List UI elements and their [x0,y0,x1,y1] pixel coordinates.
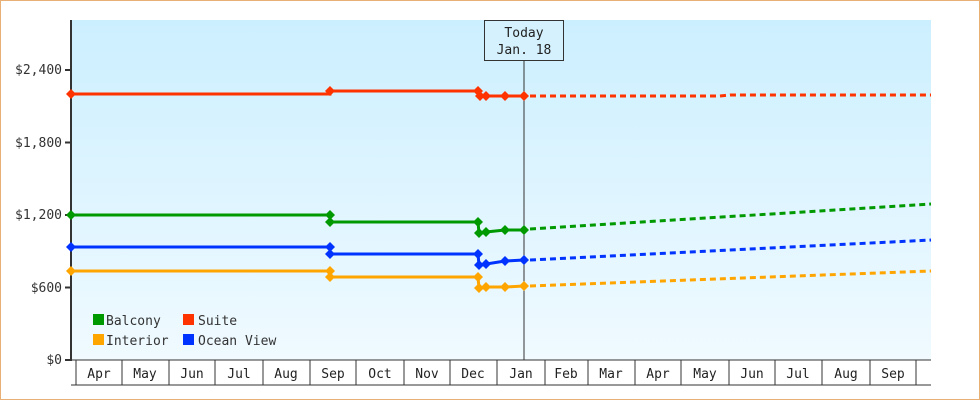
plot-area [71,20,931,360]
x-tick-label: Apr [646,367,670,382]
x-tick-label: Jun [740,367,763,382]
legend: Balcony Suite Interior Ocean View [93,314,276,349]
legend-item-interior[interactable]: Interior [93,334,169,349]
y-tick-label: $600 [31,281,62,296]
x-tick-label: May [693,367,717,382]
suite-swatch-icon [183,314,194,325]
x-tick-label: Apr [87,367,111,382]
y-ticks: $0 $600 $1,200 $1,800 $2,400 [15,63,71,368]
y-tick-label: $1,800 [15,136,62,151]
x-tick-label: Feb [554,367,578,382]
legend-label: Balcony [106,314,161,329]
series-balcony [66,202,932,238]
ocean-view-swatch-icon [183,334,194,345]
series-suite [66,86,931,101]
x-tick-label: Sep [881,367,905,382]
y-tick-label: $0 [46,353,62,368]
legend-item-suite[interactable]: Suite [183,314,237,329]
x-tick-label: Nov [415,367,439,382]
today-date: Jan. 18 [497,43,552,58]
x-axis: Apr May Jun Jul Aug Sep Oct Nov Dec Jan … [71,359,931,386]
x-tick-label: Jan [509,367,532,382]
x-tick-label: Jun [180,367,203,382]
series-interior [66,266,932,293]
y-tick-label: $2,400 [15,63,62,78]
series-ocean-view [66,238,932,270]
legend-label: Suite [198,314,237,329]
x-tick-label: Oct [368,367,391,382]
y-tick-label: $1,200 [15,208,62,223]
x-tick-label: Jul [786,367,809,382]
legend-item-balcony[interactable]: Balcony [93,314,161,329]
x-tick-label: Mar [599,367,623,382]
legend-label: Ocean View [198,334,276,349]
legend-item-ocean-view[interactable]: Ocean View [183,334,276,349]
legend-label: Interior [106,334,169,349]
today-marker: Today Jan. 18 [484,20,564,360]
x-tick-label: May [133,367,157,382]
x-tick-label: Jul [227,367,250,382]
today-label: Today [504,26,543,41]
x-tick-label: Aug [834,367,857,382]
interior-swatch-icon [93,334,104,345]
x-tick-label: Dec [461,367,484,382]
x-tick-label: Sep [321,367,345,382]
balcony-swatch-icon [93,314,104,325]
x-tick-label: Aug [274,367,297,382]
